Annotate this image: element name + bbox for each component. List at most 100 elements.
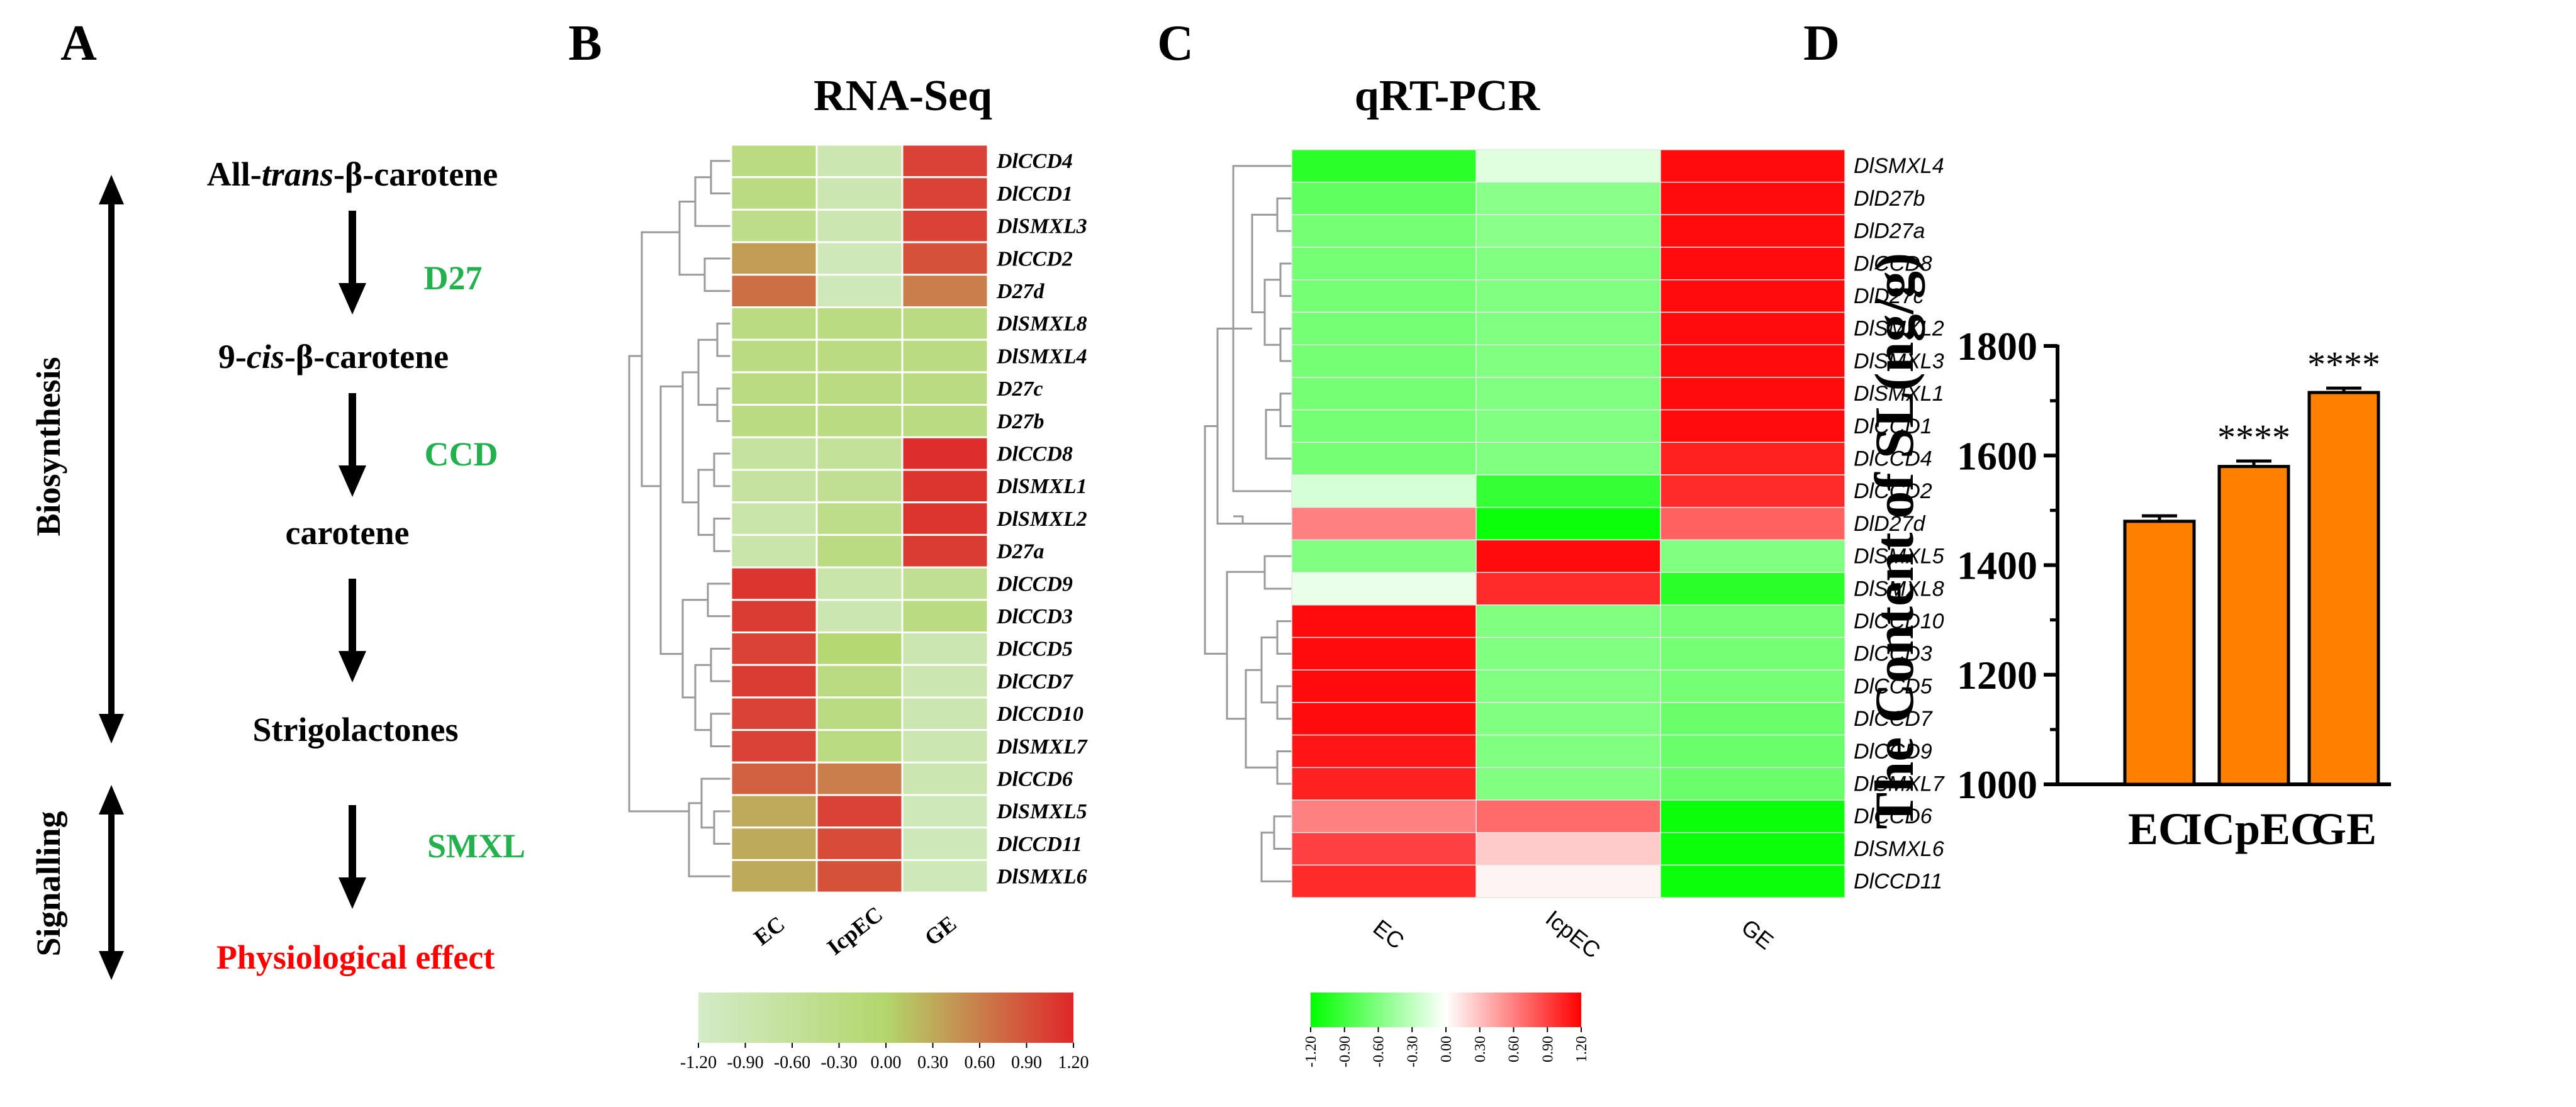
enzyme-ccd: CCD — [425, 435, 498, 473]
heatmap-row-label: D27a — [996, 540, 1044, 564]
dendrogram-branch — [1216, 327, 1252, 525]
bar-chart: 1000 1200 1400 1600 1800 EC **** ICpEC **** GE — [1957, 324, 2391, 854]
heatmap-cell — [1660, 604, 1845, 638]
heatmap-cell — [1660, 734, 1845, 769]
heatmap-cell — [901, 566, 989, 601]
node-strigolactones: Strigolactones — [253, 711, 459, 748]
heatmap-c-row-labels: DlSMXL4 DlD27b DlD27a DlCCD8 DlD27c DlSMXL2 Dl… — [1854, 154, 1945, 893]
node-carotene: carotene — [286, 514, 410, 552]
heatmap-row-label: DlCCD10 — [996, 703, 1084, 726]
heatmap-cell — [815, 436, 904, 471]
arrow-down-icon — [99, 714, 124, 743]
heatmap-cell — [815, 241, 904, 276]
dendrogram-branch — [710, 160, 731, 195]
heatmap-cell — [1291, 604, 1477, 638]
heatmap-cell — [1660, 864, 1845, 898]
heatmap-cell — [1291, 864, 1477, 898]
heatmap-cell — [1660, 214, 1845, 248]
arrow-up-icon — [99, 785, 124, 815]
heatmap-cell — [730, 338, 818, 374]
heatmap-c-colorbar — [1311, 993, 1581, 1027]
dendrogram-branch — [1263, 555, 1292, 590]
dendrogram-branch — [1263, 279, 1280, 346]
heatmap-cell — [1660, 474, 1845, 508]
heatmap-cell — [1476, 409, 1661, 443]
heatmap-cell — [1476, 702, 1661, 736]
heatmap-row-label: DlD27c — [1854, 284, 1924, 308]
dendrogram-branch — [694, 176, 731, 227]
dendrogram-branch — [697, 338, 717, 406]
heatmap-cell — [1291, 669, 1477, 703]
panel-c-letter: C — [1157, 16, 1194, 71]
heatmap-cell — [1476, 767, 1661, 801]
heatmap-cell — [1660, 247, 1845, 281]
heatmap-row-label: DlSMXL2 — [1854, 317, 1944, 341]
heatmap-cell — [730, 306, 818, 341]
enzyme-d27: D27 — [424, 259, 483, 297]
heatmap-cell — [815, 696, 904, 732]
label-biosynthesis: Biosynthesis — [30, 357, 67, 536]
heatmap-row-label: DlSMXL7 — [996, 735, 1089, 759]
dendrogram-branch — [1260, 832, 1292, 882]
heatmap-cell — [1476, 832, 1661, 866]
heatmap-cell — [1476, 247, 1661, 281]
heatmap-cell — [815, 566, 904, 601]
heatmap-row-label: DlCCD1 — [996, 182, 1073, 206]
bar — [2307, 391, 2380, 786]
panel-c: C qRT-PCR DlSMXL4 DlD27b DlD27a DlCCD8 DlD27… — [1157, 16, 1945, 1067]
heatmap-cell — [815, 274, 904, 308]
heatmap-row-label: DlSMXL6 — [996, 865, 1087, 889]
heatmap-cell — [815, 826, 904, 861]
heatmap-cell — [815, 794, 904, 829]
heatmap-cell — [1476, 377, 1661, 411]
heatmap-cell — [901, 533, 989, 569]
colorbar-tick-label: -0.60 — [1371, 1036, 1387, 1067]
node-all-trans-beta-carotene: All-trans-β-carotene — [207, 155, 498, 193]
heatmap-cell — [1291, 702, 1477, 736]
heatmap-row-label: DlCCD4 — [1854, 447, 1932, 471]
colorbar-tick-label: -0.60 — [774, 1053, 810, 1072]
heatmap-cell — [730, 208, 818, 243]
heatmap-row-label: DlCCD8 — [1854, 252, 1932, 275]
heatmap-cell — [730, 826, 818, 861]
dendrogram-branch — [707, 582, 731, 618]
heatmap-cell — [1291, 506, 1477, 541]
heatmap-cell — [1476, 279, 1661, 313]
heatmap-cell — [815, 631, 904, 666]
heatmap-row-label: D27d — [996, 280, 1045, 303]
heatmap-row-label: DlCCD10 — [1854, 609, 1944, 633]
dendrogram-branch — [641, 231, 680, 487]
heatmap-col-label: IcpEC — [822, 901, 887, 960]
dendrogram-branch — [700, 777, 731, 829]
heatmap-c-cells — [1291, 149, 1845, 898]
heatmap-row-label: DlCCD1 — [1854, 414, 1932, 438]
heatmap-b-dendrogram — [628, 160, 731, 877]
heatmap-cell — [1660, 572, 1845, 606]
heatmap-cell — [1291, 539, 1477, 573]
heatmap-cell — [901, 501, 989, 536]
heatmap-cell — [815, 176, 904, 211]
heatmap-cell — [730, 143, 818, 179]
heatmap-col-label: EC — [1369, 915, 1409, 954]
heatmap-row-label: DlCCD9 — [1854, 740, 1932, 764]
heatmap-row-label: DlCCD11 — [996, 833, 1082, 856]
signalling-arrow-shaft — [108, 811, 115, 956]
heatmap-cell — [730, 729, 818, 764]
arrow-up-icon — [99, 175, 124, 204]
heatmap-cell — [730, 761, 818, 796]
heatmap-cell — [1660, 799, 1845, 833]
panel-b: B RNA-Seq DlCCD4DlCCD1DlSMXL3DlCCD2D27dD… — [568, 16, 1089, 1072]
bar-y-axis-label: The Content of SL(ng/g) — [1864, 253, 1925, 830]
heatmap-cell — [901, 241, 989, 276]
heatmap-cell — [730, 794, 818, 829]
significance-label: **** — [2217, 417, 2290, 458]
dendrogram-branch — [716, 322, 731, 357]
heatmap-cell — [815, 404, 904, 438]
heatmap-row-label: DlCCD9 — [996, 572, 1073, 596]
bar-y-tick-label: 1800 — [1957, 324, 2037, 369]
dendrogram-branch — [1279, 392, 1292, 427]
heatmap-cell — [730, 533, 818, 569]
heatmap-cell — [901, 143, 989, 179]
heatmap-cell — [815, 469, 904, 504]
heatmap-cell — [1660, 279, 1845, 313]
